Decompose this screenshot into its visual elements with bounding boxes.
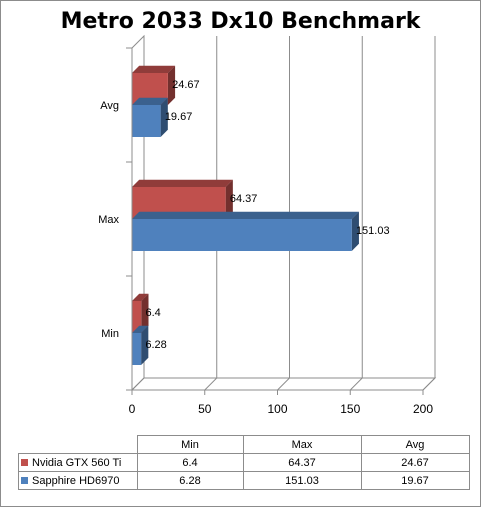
gridline-floor xyxy=(204,377,218,391)
x-tick-label: 50 xyxy=(198,402,212,416)
bar-front-face xyxy=(132,301,142,333)
data-table-cell: 6.28 xyxy=(136,471,244,490)
category-label: Min xyxy=(101,328,119,340)
bar-top-face xyxy=(132,65,176,73)
bar-front-face xyxy=(132,219,352,251)
data-table: Min Max Avg Nvidia GTX 560 Ti 6.4 64.37 … xyxy=(18,435,470,490)
bar xyxy=(132,97,168,137)
x-tick-label: 0 xyxy=(129,402,136,416)
bar-side-face xyxy=(141,325,149,365)
category-label: Max xyxy=(98,214,119,226)
data-table-cell: 24.67 xyxy=(360,453,470,472)
data-table-cell: 19.67 xyxy=(360,471,470,490)
data-table-cell: 6.4 xyxy=(136,453,244,472)
bar-top-face xyxy=(132,179,233,187)
bar-side-face xyxy=(351,211,359,251)
gridline-floor xyxy=(277,377,290,391)
data-table-header-max: Max xyxy=(242,435,362,454)
bar-side-face xyxy=(167,65,176,105)
data-table-header-row: Min Max Avg xyxy=(18,435,470,454)
value-label: 151.03 xyxy=(356,225,390,237)
legend-label: Nvidia GTX 560 Ti xyxy=(32,456,122,469)
x-tick-label: 100 xyxy=(267,402,287,416)
bar xyxy=(132,325,149,365)
x-tick-label: 150 xyxy=(340,402,360,416)
axes: Min Max Avg 0 50 100 150 200 xyxy=(98,47,433,416)
value-label: 24.67 xyxy=(172,79,200,91)
data-table-header-avg: Avg xyxy=(360,435,470,454)
gridline-floor xyxy=(349,377,363,391)
legend-entry-nvidia: Nvidia GTX 560 Ti xyxy=(18,453,138,472)
data-table-row: Nvidia GTX 560 Ti 6.4 64.37 24.67 xyxy=(18,453,470,472)
category-label: Avg xyxy=(100,100,119,112)
bar-side-face xyxy=(225,179,233,219)
data-table-row: Sapphire HD6970 6.28 151.03 19.67 xyxy=(18,471,470,490)
value-label: 6.28 xyxy=(145,339,166,351)
data-table-cell: 151.03 xyxy=(242,471,362,490)
chart-title: Metro 2033 Dx10 Benchmark xyxy=(60,9,421,34)
x-tick-label: 200 xyxy=(413,402,433,416)
bar xyxy=(132,211,359,251)
legend-label: Sapphire HD6970 xyxy=(32,474,120,487)
bar-top-face xyxy=(132,211,359,219)
bar-top-face xyxy=(132,293,149,301)
bar-top-face xyxy=(132,325,149,333)
data-table-corner xyxy=(18,435,138,454)
plot-area: 6.4 6.28 64.37 151.03 24.67 19.67 Min Max Avg 0 5… xyxy=(98,34,437,416)
gridline-floor xyxy=(131,377,145,391)
value-label: 64.37 xyxy=(230,193,258,205)
value-label: 19.67 xyxy=(165,111,193,123)
bars xyxy=(132,65,359,365)
data-table-cell: 64.37 xyxy=(242,453,362,472)
legend-key-blue xyxy=(21,476,28,484)
value-label: 6.4 xyxy=(146,307,161,319)
bar-top-face xyxy=(132,97,168,105)
data-table-header-min: Min xyxy=(136,435,244,454)
bar-side-face xyxy=(160,97,168,137)
bar-front-face xyxy=(132,105,161,137)
bar-front-face xyxy=(132,333,142,365)
gridline-floor xyxy=(422,377,436,391)
bar xyxy=(132,293,149,333)
legend-key-red xyxy=(21,458,28,466)
data-labels: 6.4 6.28 64.37 151.03 24.67 19.67 xyxy=(145,79,389,351)
legend-entry-sapphire: Sapphire HD6970 xyxy=(18,471,138,490)
bar-side-face xyxy=(141,293,149,333)
